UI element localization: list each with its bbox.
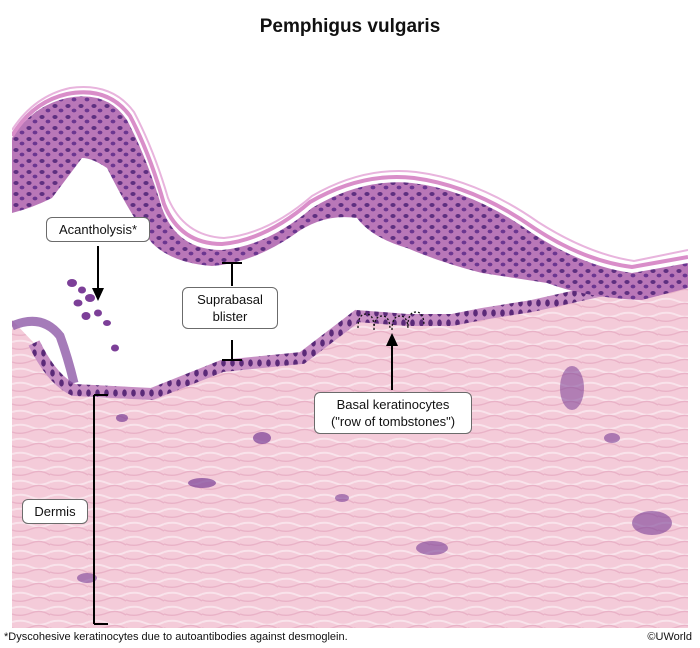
suprabasal-line2: blister (212, 309, 248, 324)
left-basal-edge (12, 316, 79, 385)
dermis-label: Dermis (22, 499, 88, 524)
copyright: ©UWorld (647, 631, 692, 643)
stratum-corneum (12, 90, 688, 270)
basal-line1: Basal keratinocytes (336, 397, 450, 412)
acantholytic-cells (67, 279, 119, 352)
dermis-tissue (12, 280, 688, 628)
suprabasal-bracket (222, 262, 242, 361)
basal-layer (28, 274, 688, 401)
suprabasal-line1: Suprabasal (197, 292, 263, 307)
suprabasal-blister-label: Suprabasal blister (182, 287, 278, 329)
histology-svg (12, 58, 688, 628)
acantholysis-text: Acantholysis* (58, 222, 138, 237)
stratum-corneum-outer (12, 86, 688, 263)
basal-keratinocytes-label: Basal keratinocytes ("row of tombstones"… (314, 392, 472, 434)
acantholysis-label: Acantholysis* (46, 217, 150, 242)
acantholysis-arrowhead (92, 288, 104, 301)
basal-line2: ("row of tombstones") (330, 414, 456, 429)
epidermis-roof (12, 96, 688, 300)
dermis-bracket (93, 394, 108, 625)
tombstone-outlines (357, 311, 425, 331)
dermis-text: Dermis (34, 504, 76, 519)
footnote: *Dyscohesive keratinocytes due to autoan… (4, 631, 348, 643)
figure-title: Pemphigus vulgaris (259, 16, 441, 37)
histology-image (12, 58, 688, 628)
dermal-cell-clusters (77, 366, 672, 583)
basal-arrowhead (386, 333, 398, 346)
